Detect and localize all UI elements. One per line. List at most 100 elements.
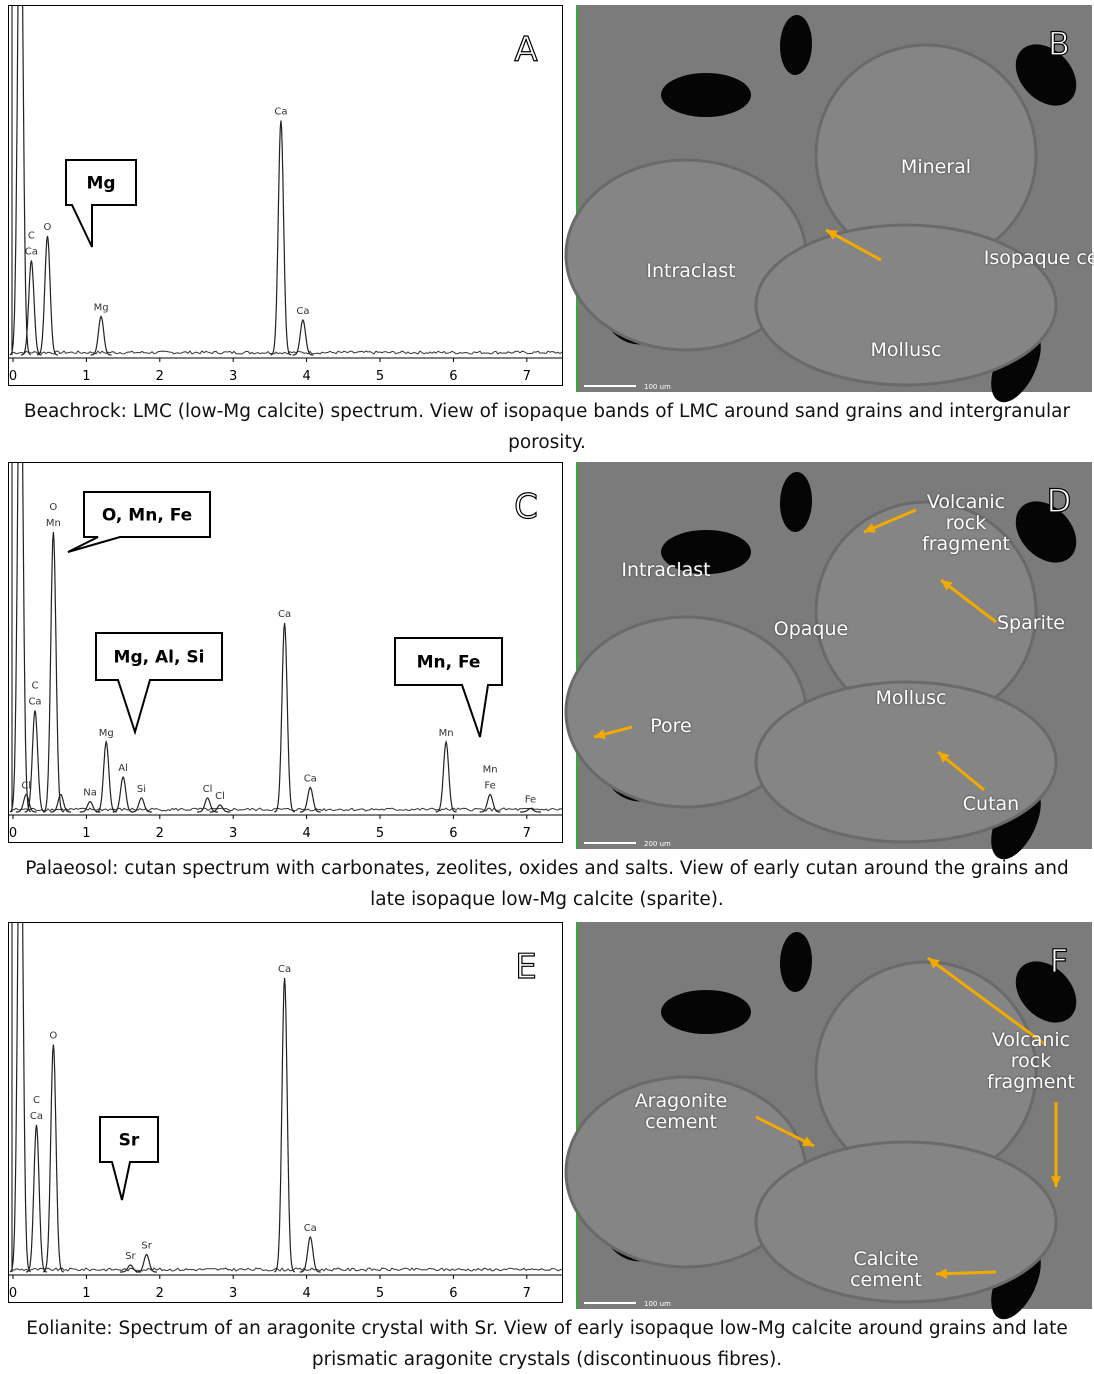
peak	[95, 739, 117, 813]
image-label: Opaque	[773, 618, 849, 640]
callout-box	[95, 632, 223, 736]
noise	[11, 807, 562, 812]
x-tick-label: 2	[156, 1286, 164, 1301]
peak-label: Ca	[278, 609, 291, 620]
peak	[9, 923, 31, 1273]
image-label: Volcanic rock fragment	[922, 491, 1010, 555]
peak-label: Ca	[304, 1223, 317, 1234]
peak	[520, 807, 541, 813]
image-label: Calcite cement	[850, 1248, 922, 1291]
peak	[299, 1235, 321, 1273]
pore	[1015, 44, 1077, 106]
peak-label: Mg	[99, 728, 114, 739]
x-tick-label: 3	[229, 1286, 237, 1301]
x-tick-label: 7	[523, 826, 531, 841]
pore	[661, 530, 751, 574]
callout-text: Sr	[119, 1131, 140, 1151]
peak	[435, 739, 457, 813]
peak-label: Ca	[274, 107, 287, 118]
peak-label: O	[49, 1031, 57, 1042]
arrow	[927, 956, 1047, 1047]
caption: Beachrock: LMC (low-Mg calcite) spectrum…	[23, 401, 1071, 453]
peak-label: Si	[137, 784, 146, 795]
peak-label: C	[32, 681, 39, 692]
pore	[779, 932, 813, 992]
spectrum-plot	[9, 463, 562, 813]
x-tick-label: 4	[302, 369, 310, 384]
peak-label: Ca	[304, 774, 317, 785]
image-label: Isopaque cement	[983, 247, 1094, 269]
peak-label: Fe	[484, 781, 495, 792]
x-tick-label: 4	[302, 1286, 310, 1301]
peak-label: Sr	[125, 1251, 136, 1262]
peak	[20, 260, 42, 356]
peak	[42, 1044, 64, 1273]
x-tick-label: 4	[302, 826, 310, 841]
peak-label: Ca	[278, 964, 291, 975]
peak-label: Mn	[46, 518, 61, 529]
peak	[479, 793, 501, 813]
pore	[779, 472, 813, 532]
peak-label: C	[28, 231, 35, 242]
peak-label: Ca	[296, 306, 309, 317]
arrow-head	[936, 1268, 947, 1279]
panel-letter: E	[515, 947, 536, 987]
noise	[11, 1267, 562, 1272]
peak-label: Fe	[525, 795, 536, 806]
callout-box	[99, 1116, 159, 1201]
peak-label: Sr	[141, 1241, 152, 1252]
panel-letter: B	[1048, 25, 1070, 63]
peak-label: O	[44, 222, 52, 233]
x-tick-label: 7	[523, 369, 531, 384]
noise	[11, 350, 562, 355]
peak	[136, 1253, 157, 1273]
arrow-head	[802, 1136, 814, 1146]
callout-text: Mg, Al, Si	[114, 648, 205, 668]
peak-label: Ca	[30, 1111, 43, 1122]
peak	[24, 710, 46, 813]
arrow-head	[1050, 1176, 1062, 1187]
arrow-head	[938, 752, 950, 763]
pore	[661, 990, 751, 1034]
pore	[779, 15, 813, 75]
arrow	[755, 1115, 815, 1148]
peak	[15, 793, 37, 813]
scale-bar-label: 100 um	[644, 383, 671, 391]
peak	[270, 120, 292, 356]
panel-letter: D	[1047, 482, 1072, 520]
peak-label: Al	[118, 763, 128, 774]
grain	[754, 1140, 1058, 1304]
callout-box	[67, 491, 211, 553]
panel-letter: C	[514, 487, 538, 527]
caption: Eolianite: Spectrum of an aragonite crys…	[26, 1318, 1068, 1370]
x-tick-label: 1	[82, 369, 90, 384]
peak-label: Mg	[94, 303, 109, 314]
x-tick-label: 6	[449, 826, 457, 841]
image-label: Mollusc	[875, 687, 947, 709]
peak	[50, 793, 72, 813]
x-tick-label: 6	[449, 369, 457, 384]
peak-label: Cl	[203, 784, 213, 795]
pore	[1015, 961, 1077, 1023]
peak	[274, 622, 296, 813]
x-tick-label: 3	[229, 826, 237, 841]
peak	[209, 804, 231, 813]
callout-text: Mn, Fe	[417, 653, 481, 673]
peak	[26, 1124, 47, 1273]
arrow-head	[928, 958, 940, 969]
peak-label: Mn	[439, 728, 454, 739]
x-tick-label: 6	[449, 1286, 457, 1301]
peak-label: O	[49, 502, 57, 513]
x-tick-label: 2	[156, 826, 164, 841]
arrow-head	[826, 230, 838, 240]
spectrum-plot	[9, 6, 562, 356]
x-tick-label: 7	[523, 1286, 531, 1301]
arrow	[940, 578, 997, 624]
peak	[299, 786, 321, 813]
image-label: Aragonite cement	[634, 1090, 728, 1133]
peak	[274, 977, 296, 1273]
image-label: Pore	[650, 715, 692, 737]
callout-text: Mg	[86, 174, 115, 194]
